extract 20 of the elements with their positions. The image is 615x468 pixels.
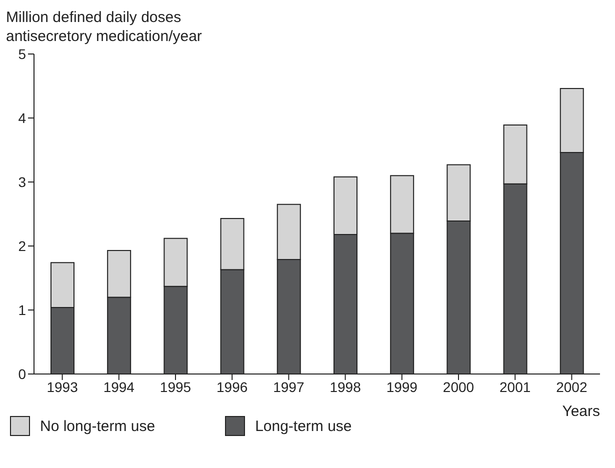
x-tick-label: 2001 <box>500 378 531 395</box>
x-tick-label: 2000 <box>442 378 474 395</box>
x-tick-label: 1995 <box>160 378 192 395</box>
x-tick-label: 1998 <box>330 378 362 395</box>
x-tick-label: 1994 <box>103 378 135 395</box>
x-tick-label: 1996 <box>216 378 248 395</box>
y-tick-label: 2 <box>18 238 26 254</box>
legend-label: No long-term use <box>40 418 156 434</box>
x-tick-label: 2002 <box>556 378 588 395</box>
y-tick-label: 5 <box>18 46 26 62</box>
chart-title: Million defined daily doses antisecretory medication/year <box>6 8 203 46</box>
y-tick-label: 3 <box>18 174 26 190</box>
y-tick-label: 4 <box>18 110 26 126</box>
x-axis-title: Years <box>562 403 600 420</box>
x-tick-label: 1999 <box>386 378 418 395</box>
x-tick-label: 1993 <box>46 378 78 395</box>
y-tick-label: 1 <box>18 302 26 318</box>
y-tick-label: 0 <box>18 366 26 382</box>
x-tick-label: 1997 <box>273 378 304 395</box>
legend-label: Long-term use <box>255 418 352 434</box>
